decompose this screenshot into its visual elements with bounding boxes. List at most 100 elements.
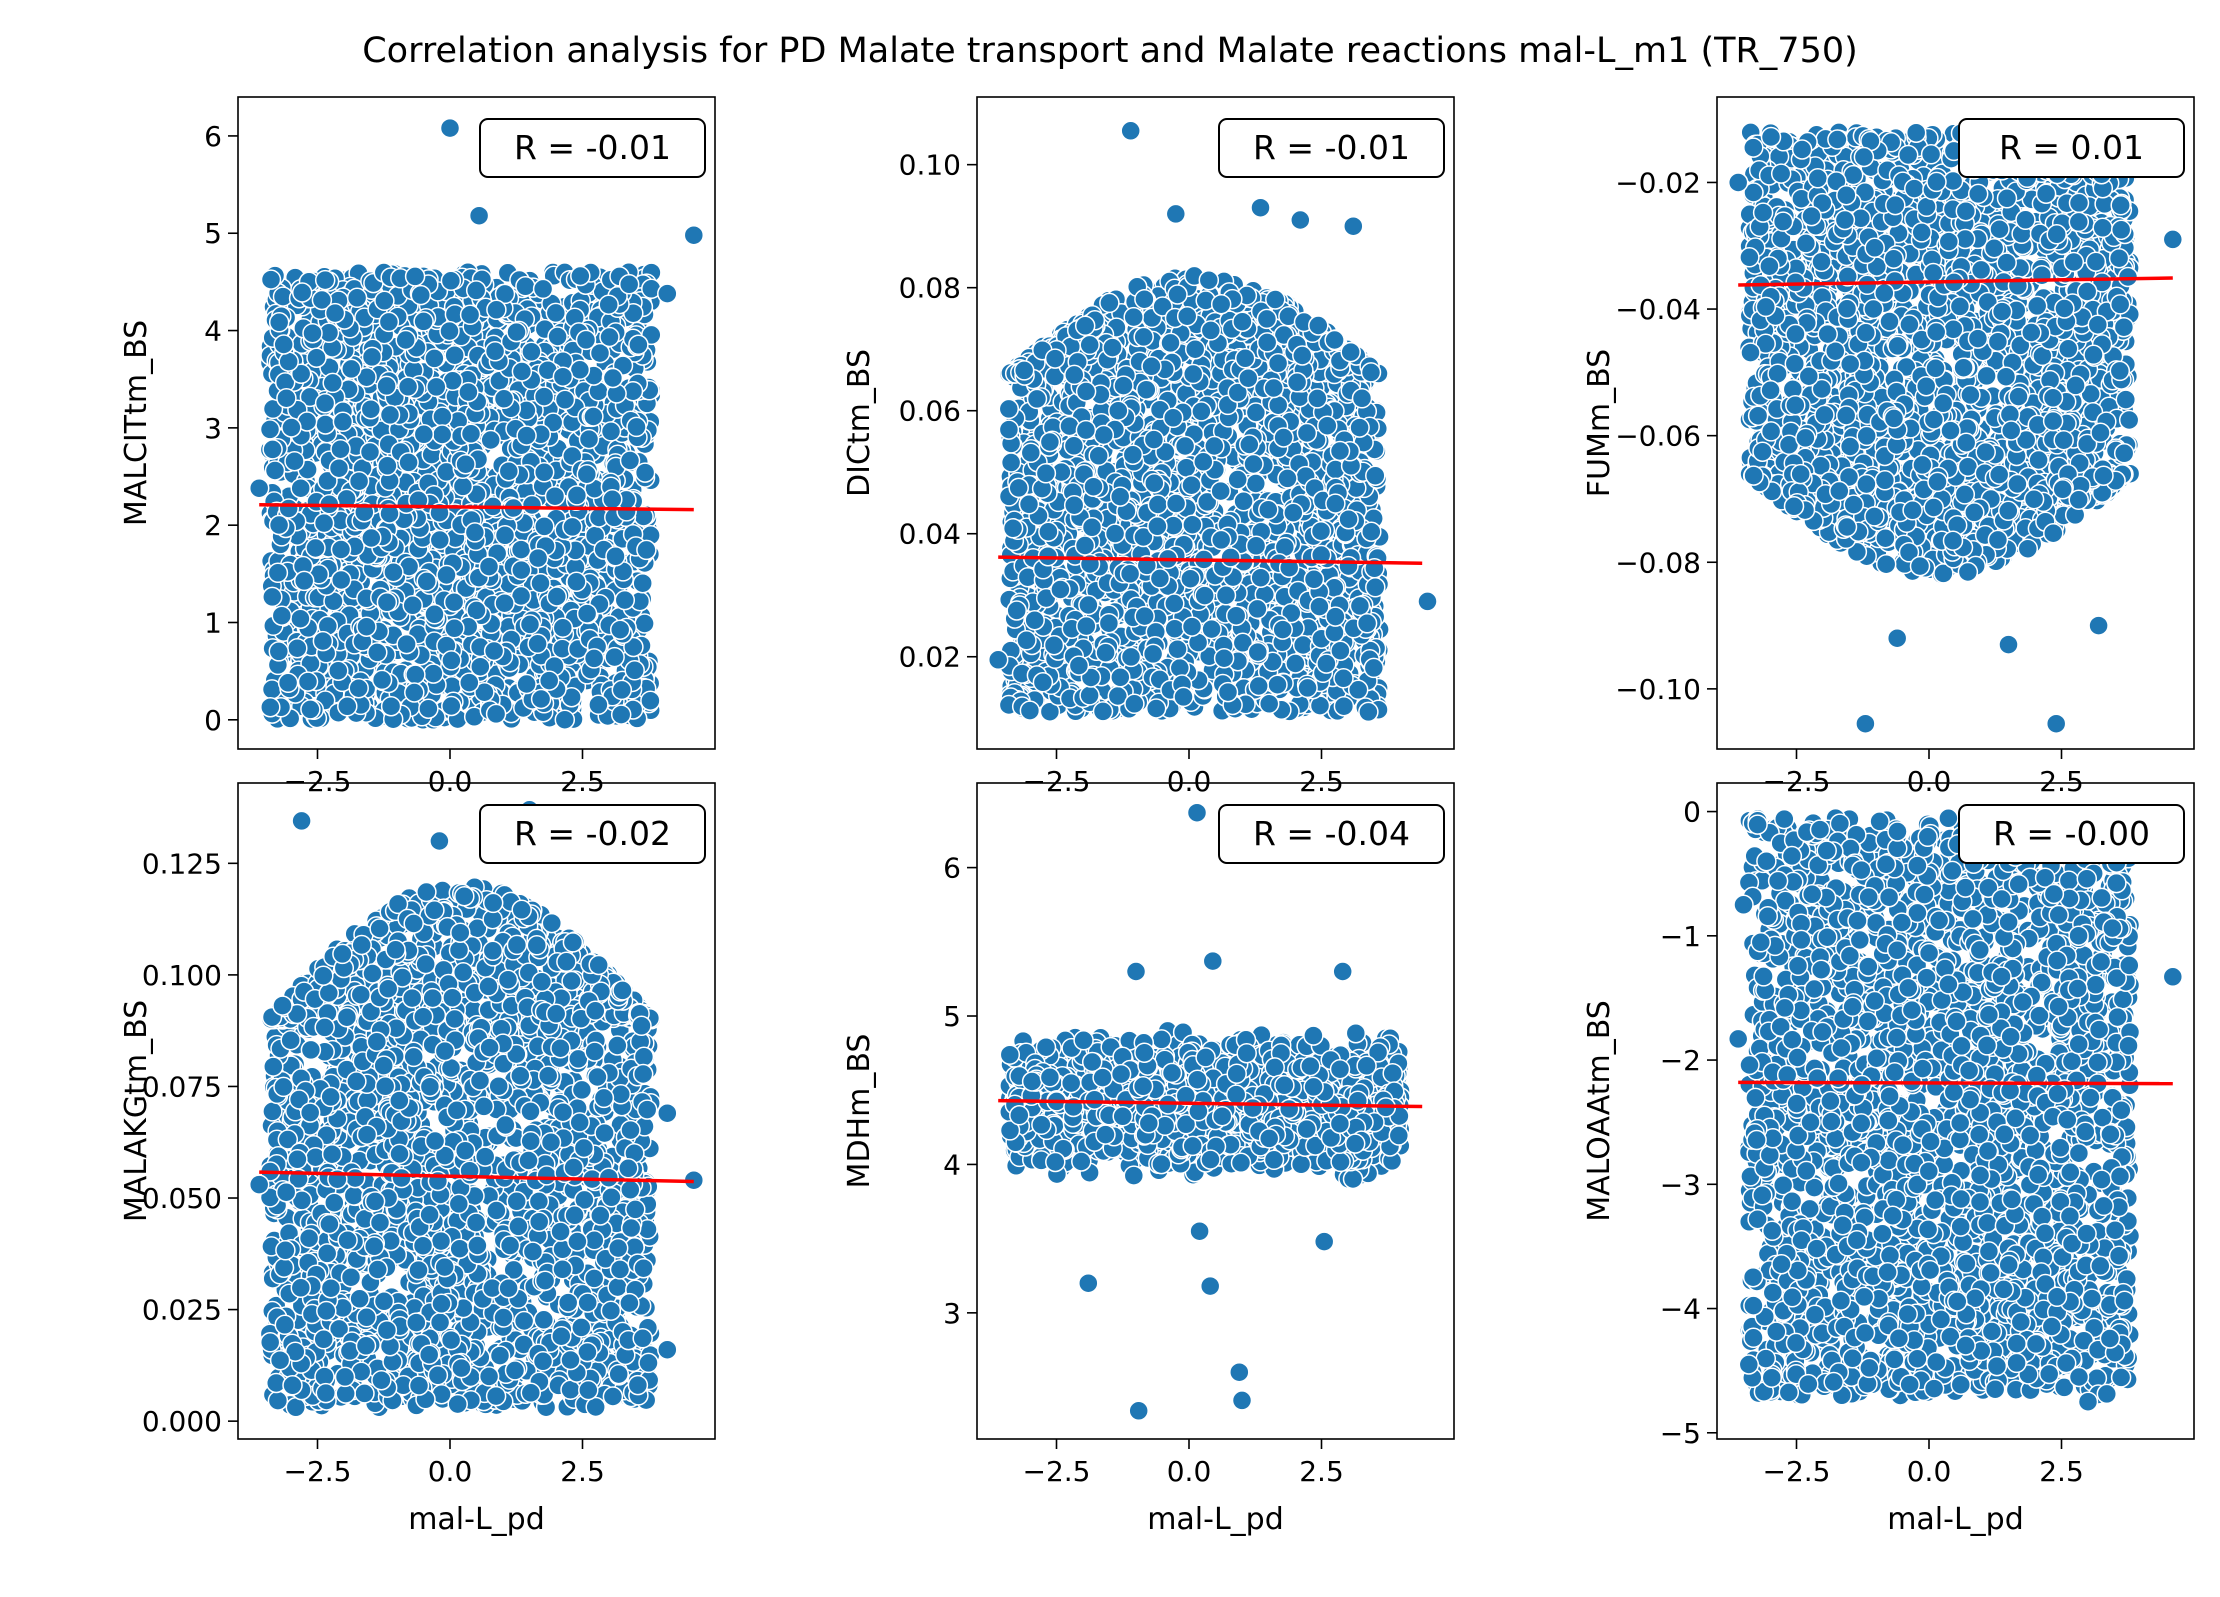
scatter-point	[293, 570, 315, 592]
scatter-point	[410, 284, 432, 306]
outlier-point	[468, 205, 490, 226]
scatter-point	[554, 709, 576, 730]
scatter-point	[441, 650, 462, 671]
scatter-point	[1020, 442, 1042, 464]
scatter-point	[583, 406, 604, 427]
scatter-point	[614, 589, 636, 611]
scatter-point	[305, 537, 326, 559]
scatter-point	[1245, 402, 1267, 423]
scatter-point	[527, 547, 549, 569]
scatter-point	[378, 311, 400, 333]
scatter-point	[376, 592, 398, 613]
scatter-point	[402, 595, 423, 616]
scatter-point	[314, 269, 336, 291]
scatter-point	[609, 619, 631, 640]
scatter-point	[554, 389, 576, 411]
scatter-point	[398, 452, 419, 473]
scatter-point	[443, 591, 465, 613]
y-tick-label: 0	[204, 704, 222, 737]
scatter-point	[277, 672, 299, 694]
scatter-point	[521, 341, 542, 363]
scatter-point	[1363, 657, 1385, 679]
scatter-point	[377, 455, 398, 477]
scatter-point	[604, 646, 625, 668]
scatter-point	[302, 322, 323, 344]
scatter-point	[348, 677, 369, 699]
scatter-point	[268, 312, 290, 333]
scatter-point	[619, 450, 641, 471]
scatter-point	[533, 386, 555, 407]
scatter-point	[262, 586, 283, 608]
scatter-point	[313, 512, 335, 534]
scatter-point	[578, 428, 600, 450]
scatter-point	[575, 329, 597, 351]
scatter-point	[413, 311, 434, 332]
scatter-point	[511, 361, 533, 382]
scatter-point	[611, 679, 633, 701]
plot-area	[987, 120, 1438, 723]
scatter-point	[527, 633, 548, 655]
scatter-point	[610, 704, 632, 725]
scatter-point	[602, 489, 623, 510]
correlation-annotation: R = -0.01	[479, 118, 706, 178]
scatter-point	[605, 546, 626, 567]
scatter-point	[397, 376, 419, 398]
scatter-point	[1333, 695, 1355, 717]
scatter-point	[485, 703, 507, 725]
scatter-point	[297, 671, 319, 692]
scatter-point	[306, 347, 327, 368]
scatter-point	[493, 388, 515, 410]
scatter-point	[278, 351, 299, 372]
scatter-point	[290, 608, 311, 629]
scatter-point	[545, 302, 567, 324]
scatter-point	[432, 406, 453, 427]
scatter-point	[552, 617, 574, 639]
scatter-point	[444, 344, 465, 366]
scatter-point	[566, 571, 587, 593]
scatter-point	[484, 341, 506, 362]
scatter-point	[511, 559, 532, 581]
scatter-point	[465, 280, 487, 301]
scatter-point	[515, 276, 536, 297]
outlier-point	[657, 283, 678, 304]
scatter-point	[374, 290, 395, 312]
scatter-point	[379, 503, 400, 524]
scatter-point	[404, 266, 426, 287]
scatter-point	[566, 485, 588, 506]
scatter-point	[1006, 600, 1027, 621]
scatter-point	[291, 282, 313, 303]
regression-line	[259, 502, 694, 512]
scatter-point	[562, 516, 583, 538]
scatter-point	[452, 476, 474, 497]
scatter-point	[418, 698, 439, 719]
scatter-point	[624, 660, 645, 681]
scatter-point	[396, 633, 417, 655]
scatter-point	[1133, 326, 1154, 348]
scatter-point	[1338, 555, 1359, 577]
scatter-point	[395, 329, 416, 351]
scatter-point	[281, 417, 302, 438]
scatter-point	[431, 424, 453, 445]
scatter-point	[260, 696, 281, 718]
scatter-point	[516, 673, 537, 695]
y-tick-label: 5	[204, 217, 222, 250]
scatter-point	[1039, 701, 1061, 722]
scatter-point	[483, 640, 505, 662]
outlier-point	[439, 117, 461, 139]
scatter-point	[259, 419, 281, 440]
scatter-point	[544, 485, 566, 507]
scatter-point	[1092, 701, 1114, 722]
scatter-point	[547, 326, 568, 347]
scatter-point	[1024, 609, 1045, 631]
scatter-point	[290, 477, 311, 499]
scatter-point	[371, 669, 393, 691]
scatter-point	[1330, 640, 1351, 661]
outlier-point	[248, 477, 270, 499]
scatter-point	[328, 457, 350, 479]
scatter-point	[379, 404, 401, 426]
scatter-point	[576, 603, 598, 624]
scatter-point	[1267, 674, 1288, 695]
scatter-point	[314, 392, 336, 414]
scatter-point	[455, 453, 476, 475]
